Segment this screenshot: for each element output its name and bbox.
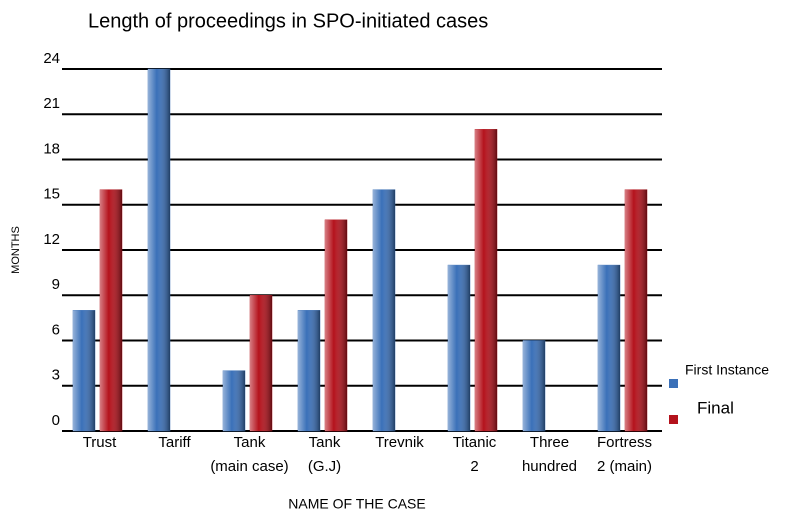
x-tick-label: Fortress — [597, 434, 652, 451]
y-tick-label: 9 — [52, 276, 60, 293]
x-tick-label: (G.J) — [308, 458, 341, 475]
legend-label: Final — [697, 398, 734, 417]
y-tick-label: 15 — [43, 186, 60, 203]
bar-shade — [73, 310, 95, 431]
bar-shade — [298, 310, 320, 431]
y-tick-label: 21 — [43, 95, 60, 112]
bar-shade — [223, 370, 245, 431]
y-tick-label: 12 — [43, 231, 60, 248]
y-tick-label: 6 — [52, 321, 60, 338]
x-tick-label: Titanic — [453, 434, 497, 451]
y-tick-label: 0 — [52, 412, 60, 429]
bar-shade — [148, 69, 170, 431]
y-axis-label: MONTHS — [10, 226, 22, 274]
y-tick-label: 3 — [52, 367, 60, 384]
legend-label: First Instance — [685, 362, 769, 378]
bar-shade — [598, 265, 620, 431]
x-tick-label: 2 — [470, 458, 478, 475]
y-tick-label: 18 — [43, 140, 60, 157]
bar-shade — [523, 340, 545, 431]
bar-shade — [100, 189, 122, 431]
bar-shade — [250, 295, 272, 431]
chart-title: Length of proceedings in SPO-initiated c… — [88, 10, 488, 32]
y-tick-label: 24 — [43, 50, 60, 67]
x-tick-label: Trevnik — [375, 434, 424, 451]
bar-shade — [475, 129, 497, 432]
bar-shade — [373, 189, 395, 431]
x-tick-label: (main case) — [210, 458, 288, 475]
bar-shade — [448, 265, 470, 431]
legend-swatch — [669, 379, 678, 388]
x-tick-label: hundred — [522, 458, 577, 475]
legend-swatch — [669, 415, 678, 424]
bar-shade — [625, 189, 647, 431]
x-tick-label: Three — [530, 434, 569, 451]
x-tick-label: Tariff — [158, 434, 191, 451]
x-axis-label: NAME OF THE CASE — [288, 496, 425, 512]
bar-shade — [325, 219, 347, 431]
x-tick-label: Tank — [309, 434, 341, 451]
x-tick-label: Tank — [234, 434, 266, 451]
x-tick-label: 2 (main) — [597, 458, 652, 475]
x-tick-label: Trust — [83, 434, 117, 451]
